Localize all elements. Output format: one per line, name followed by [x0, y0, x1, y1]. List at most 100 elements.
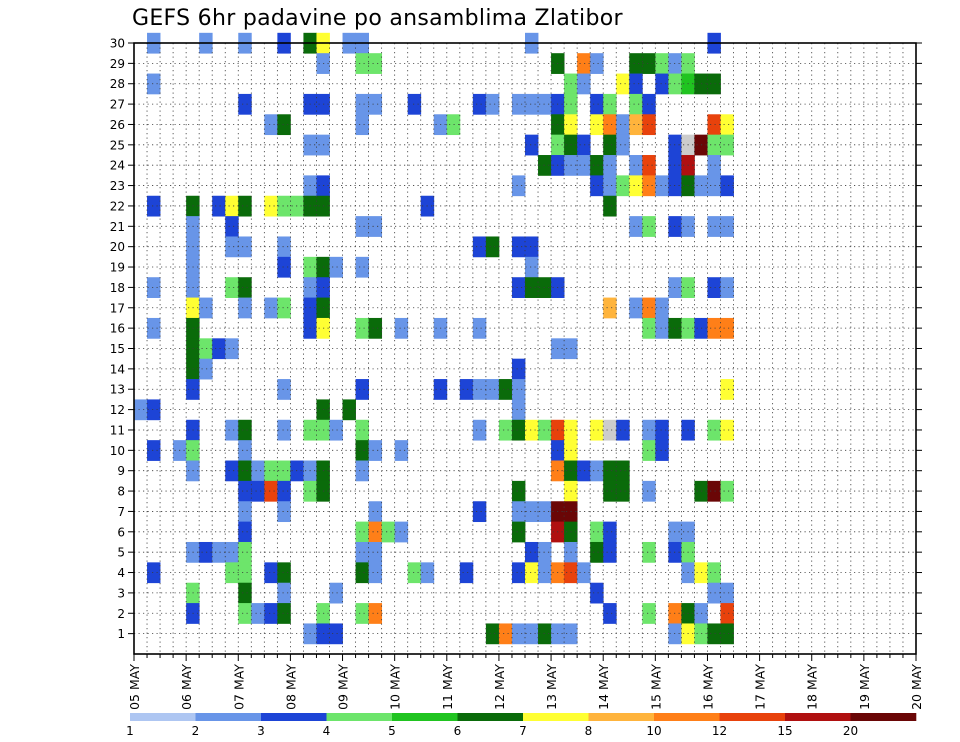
heatmap-cell [511, 419, 526, 441]
y-tick-label: 29 [110, 57, 125, 71]
colorbar-swatch [130, 713, 196, 721]
heatmap-cell [707, 114, 721, 136]
heatmap-cell [277, 256, 291, 278]
heatmap-cell [225, 277, 239, 298]
heatmap-cell [355, 521, 369, 543]
heatmap-cell [720, 134, 734, 156]
heatmap-cell [511, 562, 526, 584]
heatmap-cell [616, 460, 630, 482]
heatmap-cell [525, 134, 539, 156]
y-tick-label: 15 [110, 342, 125, 356]
heatmap-cell [525, 501, 539, 523]
colorbar-label: 15 [777, 724, 792, 738]
colorbar-swatch [719, 713, 786, 721]
heatmap-cell [642, 155, 656, 176]
x-tick-label: 09 MAY [336, 664, 351, 710]
heatmap-cell [629, 155, 643, 176]
heatmap-cell [368, 521, 383, 543]
y-tick-label: 25 [110, 138, 125, 152]
heatmap-cell [459, 562, 474, 584]
heatmap-cell [707, 175, 721, 197]
heatmap-cell [655, 73, 669, 95]
heatmap-cell [603, 134, 617, 156]
heatmap-cell [629, 93, 643, 115]
heatmap-cell [603, 175, 617, 197]
x-tick-label: 05 MAY [127, 664, 142, 710]
heatmap-cell [642, 53, 656, 74]
heatmap-cell [525, 277, 539, 298]
heatmap-cell [590, 541, 604, 563]
y-tick-label: 1 [117, 627, 125, 641]
heatmap-cell [355, 114, 369, 136]
heatmap-cell [642, 93, 656, 115]
heatmap-cell [277, 379, 291, 400]
heatmap-cell [355, 256, 369, 278]
heatmap-cell [212, 541, 226, 563]
heatmap-cell [603, 460, 617, 482]
heatmap-cell [511, 379, 526, 400]
heatmap-cell [511, 623, 526, 645]
heatmap-cell [498, 419, 513, 441]
heatmap-cell [590, 521, 604, 543]
heatmap-cell [511, 480, 526, 502]
heatmap-cell [238, 195, 252, 217]
x-tick-label: 14 MAY [596, 664, 611, 710]
heatmap-cell [603, 155, 617, 176]
heatmap-cell [577, 562, 591, 584]
heatmap-cell [238, 541, 252, 563]
x-tick-label: 19 MAY [857, 664, 872, 710]
y-tick-label: 28 [110, 77, 125, 91]
y-tick-label: 6 [117, 525, 125, 539]
colorbar-label: 4 [323, 724, 331, 738]
heatmap-cell [655, 297, 669, 319]
heatmap-cell [264, 114, 278, 136]
y-tick-label: 12 [110, 403, 125, 417]
heatmap-cell [225, 195, 239, 217]
heatmap-cell [277, 236, 291, 258]
heatmap-cell [394, 317, 409, 339]
heatmap-cell [538, 93, 552, 115]
heatmap-cell [525, 623, 539, 645]
heatmap-cell [655, 317, 669, 339]
heatmap-cell [147, 277, 161, 298]
heatmap-cell [616, 114, 630, 136]
heatmap-cell [238, 582, 252, 604]
heatmap-cell [368, 501, 383, 523]
heatmap-cell [147, 562, 161, 584]
heatmap-cell [277, 195, 291, 217]
heatmap-cell [707, 216, 721, 237]
heatmap-cell [147, 399, 161, 421]
y-tick-label: 21 [110, 220, 125, 234]
heatmap-cell [459, 379, 474, 400]
heatmap-cell [525, 419, 539, 441]
heatmap-cell [225, 562, 239, 584]
heatmap-cell [707, 155, 721, 176]
heatmap-cell [616, 480, 630, 502]
heatmap-cell [394, 440, 409, 461]
heatmap-cell [225, 460, 239, 482]
y-tick-label: 23 [110, 179, 125, 193]
heatmap-cell [368, 562, 383, 584]
heatmap-cell [629, 216, 643, 237]
colorbar-swatch [523, 713, 589, 721]
colorbar-swatch [457, 713, 524, 721]
colorbar-swatch [588, 713, 655, 721]
heatmap-cell [707, 623, 721, 645]
heatmap-cell [720, 603, 734, 624]
heatmap-cell [251, 603, 265, 624]
colorbar-swatch [195, 713, 262, 721]
heatmap-cell [251, 480, 265, 502]
heatmap-cell [577, 460, 591, 482]
heatmap-cell [603, 541, 617, 563]
y-tick-label: 16 [110, 322, 125, 336]
heatmap-cell [603, 419, 617, 441]
heatmap-cell [642, 480, 656, 502]
x-tick-label: 08 MAY [283, 664, 298, 710]
heatmap-cell [642, 114, 656, 136]
heatmap-cell [368, 541, 383, 563]
x-tick-label: 07 MAY [231, 664, 246, 710]
heatmap-cell [538, 501, 552, 523]
heatmap-cell [603, 521, 617, 543]
y-tick-label: 8 [117, 485, 125, 499]
heatmap-cell [147, 73, 161, 95]
